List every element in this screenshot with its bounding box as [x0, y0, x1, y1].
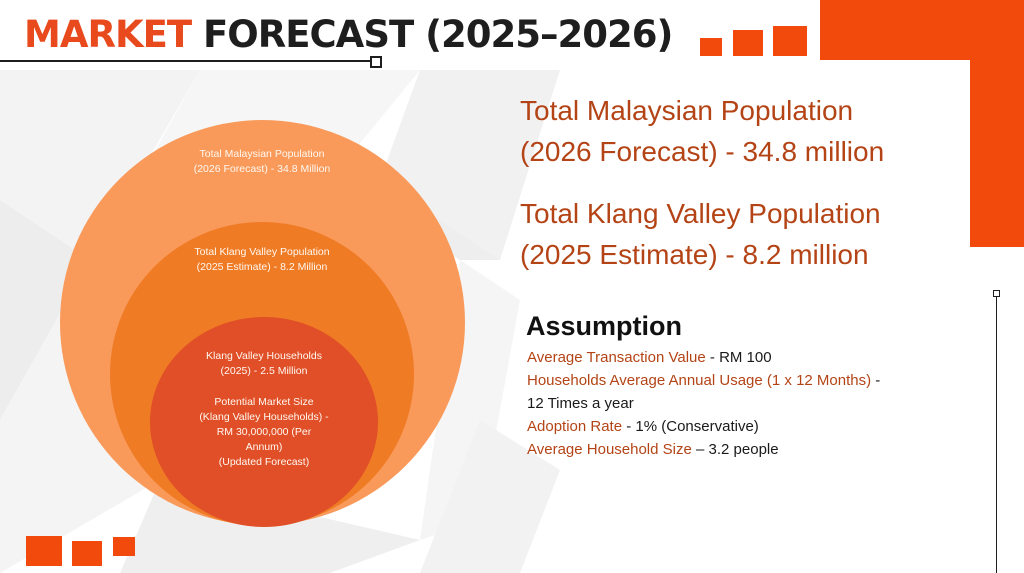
market-size-line: Potential Market Size: [214, 396, 314, 408]
assumption-item: Adoption Rate - 1% (Conservative): [527, 415, 880, 438]
assumption-item: Average Household Size – 3.2 people: [527, 438, 880, 461]
title-underline: [0, 60, 376, 62]
households-label-line: (2025) - 2.5 Million: [220, 365, 308, 377]
middle-label-line: Total Klang Valley Population: [194, 246, 330, 258]
assumption-value: - RM 100: [705, 349, 772, 366]
title-rest: FORECAST (2025–2026): [203, 13, 673, 56]
market-size-line: Annum): [245, 441, 283, 453]
highlight-line: Total Klang Valley Population: [520, 198, 881, 229]
deco-square: [26, 536, 62, 566]
assumption-value: - 1% (Conservative): [622, 418, 759, 435]
assumption-value: – 3.2 people: [691, 441, 779, 458]
circle-klang-valley-households: [150, 317, 378, 527]
assumption-value: 12 Times a year: [527, 395, 634, 412]
deco-square: [72, 541, 102, 566]
highlight-line: Total Malaysian Population: [520, 95, 854, 126]
households-label: Klang Valley Households (2025) - 2.5 Mil…: [180, 349, 348, 379]
assumption-item: 12 Times a year: [527, 392, 880, 415]
middle-circle-label: Total Klang Valley Population (2025 Esti…: [160, 245, 364, 275]
assumption-list: Average Transaction Value - RM 100 House…: [527, 346, 880, 461]
outer-circle-label: Total Malaysian Population (2026 Forecas…: [160, 147, 364, 177]
assumption-label: Adoption Rate: [527, 418, 623, 435]
assumption-value: -: [871, 372, 881, 389]
assumption-item: Households Average Annual Usage (1 x 12 …: [527, 369, 880, 392]
assumption-label: Average Transaction Value: [527, 349, 706, 366]
klang-population-highlight: Total Klang Valley Population (2025 Esti…: [520, 193, 881, 275]
market-size-line: (Updated Forecast): [218, 456, 310, 468]
middle-label-line: (2025 Estimate) - 8.2 Million: [196, 261, 328, 273]
households-label-line: Klang Valley Households: [206, 350, 322, 362]
assumption-heading: Assumption: [526, 311, 683, 341]
market-size-line: (Klang Valley Households) -: [199, 411, 329, 423]
divider-endcap: [993, 290, 1000, 297]
deco-square: [773, 26, 807, 56]
right-accent-bar: [970, 0, 1024, 247]
deco-square: [700, 38, 722, 56]
highlight-line: (2025 Estimate) - 8.2 million: [520, 239, 869, 270]
underline-endcap: [370, 56, 382, 68]
title-accent: MARKET: [24, 13, 192, 56]
malaysia-population-highlight: Total Malaysian Population (2026 Forecas…: [520, 90, 884, 172]
outer-label-line: Total Malaysian Population: [199, 148, 325, 160]
outer-label-line: (2026 Forecast) - 34.8 Million: [193, 163, 331, 175]
deco-square: [113, 537, 135, 556]
assumption-label: Households Average Annual Usage (1 x 12 …: [527, 372, 872, 389]
highlight-line: (2026 Forecast) - 34.8 million: [520, 136, 885, 167]
assumption-label: Average Household Size: [527, 441, 692, 458]
deco-square: [733, 30, 763, 56]
assumption-item: Average Transaction Value - RM 100: [527, 346, 880, 369]
page-title: MARKET FORECAST (2025–2026): [24, 10, 673, 60]
market-size-line: RM 30,000,000 (Per: [216, 426, 312, 438]
vertical-divider: [996, 296, 997, 573]
market-size-label: Potential Market Size (Klang Valley Hous…: [180, 395, 348, 470]
